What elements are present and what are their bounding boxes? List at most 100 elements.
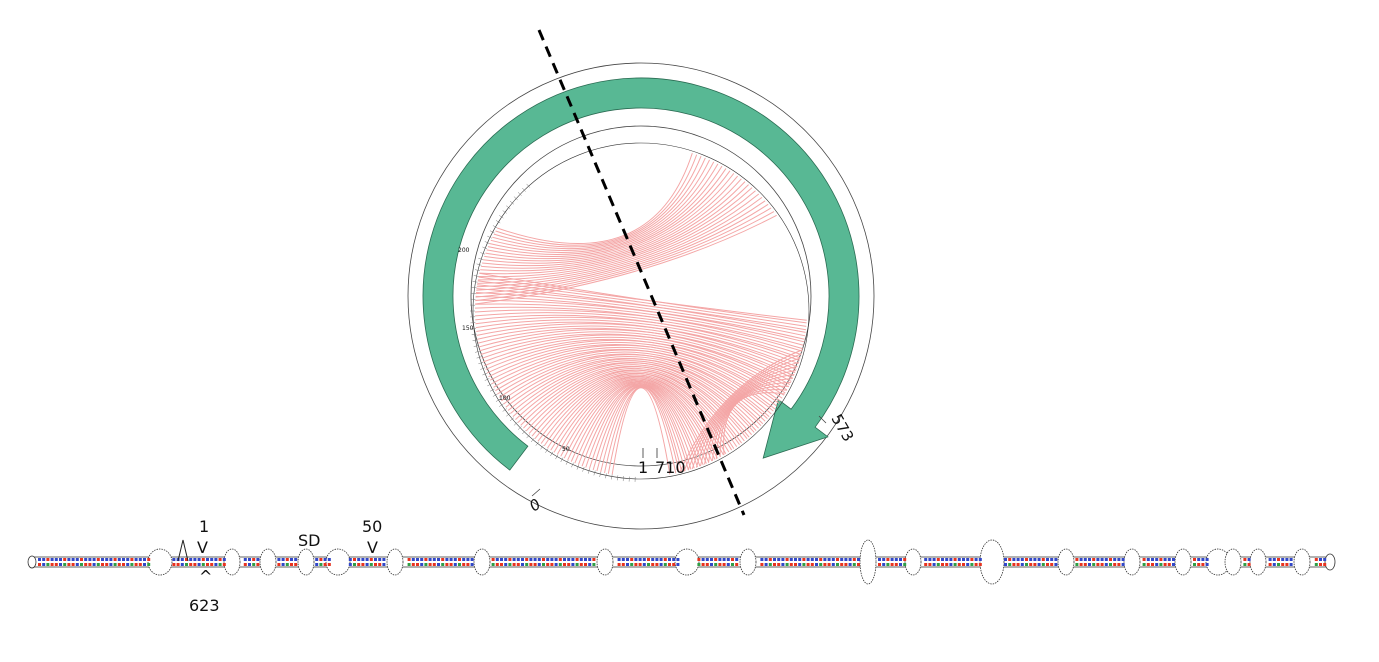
base-pair-dot xyxy=(248,563,251,566)
base-pair-dot xyxy=(411,563,415,566)
base-pair-dot xyxy=(101,558,104,561)
base-pair-dot xyxy=(836,558,839,561)
base-pair-dot xyxy=(521,563,524,566)
linear-structure xyxy=(27,539,1336,585)
base-pair-dot xyxy=(936,558,940,561)
base-pair-dot xyxy=(193,558,197,561)
base-pair-dot xyxy=(462,563,466,566)
base-pair-dot xyxy=(663,563,667,566)
position-tick xyxy=(616,475,619,481)
base-pair-dot xyxy=(281,563,285,566)
position-tick xyxy=(499,215,504,219)
base-pair-dot xyxy=(1037,563,1041,566)
internal-loop xyxy=(386,548,404,576)
base-pair-dot xyxy=(1117,563,1121,566)
base-pair-dot xyxy=(1155,563,1159,566)
base-pair-dot xyxy=(172,558,176,561)
internal-loop xyxy=(147,548,173,576)
arc-link xyxy=(479,272,807,324)
base-pair-dot xyxy=(1033,558,1037,561)
base-pair-dot xyxy=(1029,558,1033,561)
base-pair-dot xyxy=(218,563,222,566)
base-pair-dot xyxy=(588,563,592,566)
base-pair-dot xyxy=(571,563,575,566)
base-pair-dot xyxy=(1285,558,1289,561)
base-pair-dot xyxy=(785,558,789,561)
base-pair-dot xyxy=(642,558,646,561)
arc-link xyxy=(525,367,745,442)
base-pair-dot xyxy=(437,563,440,566)
base-pair-dot xyxy=(445,563,449,566)
base-pair-dot xyxy=(521,558,524,561)
base-pair-dot xyxy=(655,558,659,561)
base-pair-dot xyxy=(823,563,827,566)
base-pair-dot xyxy=(382,563,386,566)
base-pair-dot xyxy=(882,558,886,561)
arc-link xyxy=(475,306,803,352)
position-tick xyxy=(622,476,624,482)
base-pair-dot xyxy=(138,558,142,561)
base-pair-dot xyxy=(894,563,898,566)
base-pair-dot xyxy=(512,558,516,561)
base-pair-dot xyxy=(96,563,100,566)
base-pair-dot xyxy=(957,563,961,566)
arc-link xyxy=(691,361,800,470)
sequence-start-label: 1 xyxy=(638,458,648,477)
base-pair-dot xyxy=(369,563,373,566)
base-pair-dot xyxy=(676,558,680,561)
base-pair-dot xyxy=(1172,558,1175,561)
base-pair-dot xyxy=(894,558,898,561)
position-tick xyxy=(506,413,511,417)
base-pair-dot xyxy=(550,563,554,566)
internal-loop xyxy=(739,548,757,576)
base-pair-dot xyxy=(1155,558,1159,561)
arc-link xyxy=(607,387,677,474)
position-tick xyxy=(555,454,559,460)
base-pair-dot xyxy=(67,563,71,566)
internal-loop xyxy=(1249,548,1267,576)
base-pair-dot xyxy=(760,563,764,566)
position-ticks xyxy=(470,183,636,482)
base-pair-dot xyxy=(180,558,184,561)
base-pair-dot xyxy=(1088,558,1091,561)
position-tick xyxy=(517,426,522,430)
base-pair-dot xyxy=(1201,563,1205,566)
arc-links xyxy=(474,152,807,475)
base-pair-dot xyxy=(504,558,508,561)
base-pair-dot xyxy=(1075,558,1079,561)
base-pair-dot xyxy=(1109,558,1112,561)
internal-loop xyxy=(223,548,241,576)
marker-50-caret: V xyxy=(367,538,378,557)
base-pair-dot xyxy=(462,558,466,561)
base-pair-dot xyxy=(974,563,978,566)
base-pair-dot xyxy=(1029,563,1033,566)
base-pair-dot xyxy=(441,563,445,566)
base-pair-dot xyxy=(277,563,281,566)
base-pair-dot xyxy=(189,558,193,561)
base-pair-dot xyxy=(38,558,41,561)
base-pair-dot xyxy=(831,558,835,561)
base-pair-dot xyxy=(781,563,785,566)
base-pair-dot xyxy=(668,558,671,561)
base-pair-dot xyxy=(252,563,256,566)
arc-link xyxy=(556,378,716,460)
base-pair-dot xyxy=(777,558,781,561)
position-tick xyxy=(611,474,613,480)
base-pair-dot xyxy=(382,558,386,561)
base-pair-dot xyxy=(638,563,642,566)
base-pair-dot xyxy=(676,563,680,566)
arc-link xyxy=(600,386,680,473)
position-tick xyxy=(550,451,554,457)
base-pair-dot xyxy=(567,563,571,566)
base-pair-dot xyxy=(101,563,104,566)
base-pair-dot xyxy=(432,563,436,566)
base-pair-dot xyxy=(1319,563,1322,566)
arc-link xyxy=(477,190,756,281)
base-pair-dot xyxy=(222,563,226,566)
base-pair-dot xyxy=(243,558,247,561)
base-pair-dot xyxy=(1142,558,1146,561)
base-pair-dot xyxy=(1016,558,1020,561)
position-tick xyxy=(582,466,585,472)
position-tick xyxy=(513,421,518,426)
base-pair-dot xyxy=(1159,563,1163,566)
